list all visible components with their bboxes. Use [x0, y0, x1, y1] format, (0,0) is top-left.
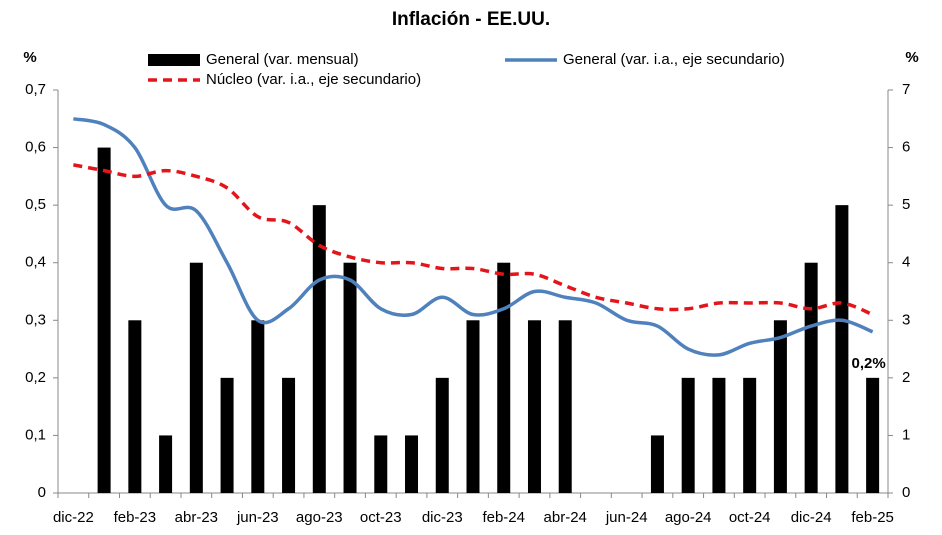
x-tick-label: oct-23 [360, 509, 402, 526]
y-tick-label: 0,7 [25, 81, 46, 98]
bar [251, 320, 265, 493]
y-tick-label: 0,5 [25, 196, 46, 213]
bar [712, 377, 726, 493]
y2-tick-label: 5 [902, 196, 910, 213]
legend-swatch [148, 54, 200, 66]
y-tick-label: 0,4 [25, 254, 46, 271]
bar [650, 435, 664, 493]
bar [466, 320, 480, 493]
line [73, 163, 874, 317]
legend-label: General (var. mensual) [206, 51, 359, 68]
bar [374, 435, 388, 493]
x-tick-label: jun-23 [236, 509, 279, 526]
bar [159, 435, 173, 493]
x-tick-label: abr-23 [175, 509, 218, 526]
y2-tick-label: 7 [902, 81, 910, 98]
bar [558, 320, 572, 493]
x-tick-label: dic-23 [422, 509, 463, 526]
legend-label: Núcleo (var. i.a., eje secundario) [206, 71, 421, 88]
x-tick-label: feb-25 [851, 509, 894, 526]
y-tick-label: 0,6 [25, 139, 46, 156]
y2-tick-label: 0 [902, 484, 910, 501]
x-tick-label: ago-24 [665, 509, 712, 526]
y2-axis-label: % [905, 49, 918, 66]
bar [743, 377, 757, 493]
x-tick-label: feb-24 [482, 509, 525, 526]
bar [220, 377, 234, 493]
legend-label: General (var. i.a., eje secundario) [563, 51, 785, 68]
bar [681, 377, 695, 493]
y2-tick-label: 2 [902, 369, 910, 386]
y-axis-label: % [23, 49, 36, 66]
y2-tick-label: 6 [902, 139, 910, 156]
x-tick-label: dic-24 [791, 509, 832, 526]
y-tick-label: 0 [38, 484, 46, 501]
y-tick-label: 0,2 [25, 369, 46, 386]
x-tick-label: oct-24 [729, 509, 771, 526]
data-label: 0,2% [852, 355, 886, 372]
x-tick-label: ago-23 [296, 509, 343, 526]
x-tick-label: jun-24 [605, 509, 648, 526]
bar [435, 377, 449, 493]
bar [97, 147, 111, 494]
bar [343, 262, 357, 493]
bar [189, 262, 203, 493]
bar [773, 320, 787, 493]
y-tick-label: 0,3 [25, 311, 46, 328]
bar [835, 205, 849, 493]
bar [804, 262, 818, 493]
y2-tick-label: 4 [902, 254, 910, 271]
bar [866, 377, 880, 493]
bar [405, 435, 419, 493]
bar [128, 320, 142, 493]
y2-tick-label: 1 [902, 426, 910, 443]
x-tick-label: feb-23 [114, 509, 157, 526]
chart-title: Inflación - EE.UU. [392, 9, 550, 30]
bar [527, 320, 541, 493]
bar [282, 377, 296, 493]
bar [497, 262, 511, 493]
line [73, 117, 874, 357]
x-tick-label: dic-22 [53, 509, 94, 526]
y2-tick-label: 3 [902, 311, 910, 328]
x-tick-label: abr-24 [544, 509, 587, 526]
y-tick-label: 0,1 [25, 426, 46, 443]
